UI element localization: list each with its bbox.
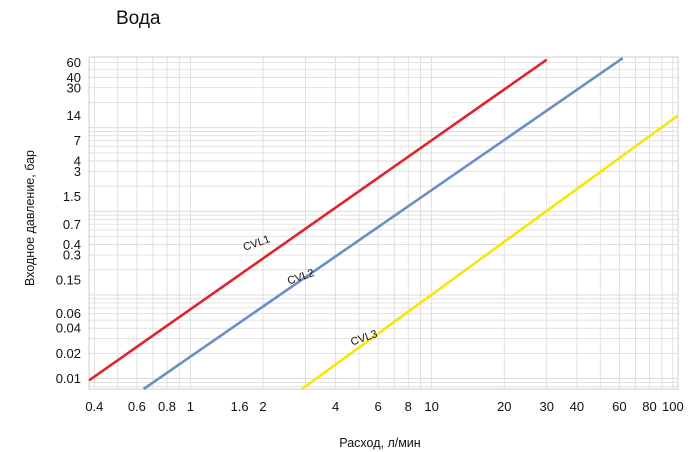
series-line-cvl3 — [301, 114, 679, 391]
x-tick-label: 80 — [642, 399, 656, 414]
x-tick-label: 8 — [405, 399, 412, 414]
tick-labels: 0.4 0.6 0.8 1 1.6 2 4 6 8 10 20 30 40 60 80 1000.010.02… — [56, 55, 684, 414]
x-tick-label: 10 — [424, 399, 438, 414]
y-tick-label: 0.7 — [63, 217, 81, 232]
y-tick-label: 40 — [67, 70, 81, 85]
x-tick-label: 0.8 — [158, 399, 176, 414]
x-tick-label: 40 — [570, 399, 584, 414]
x-tick-label: 0.4 — [85, 399, 103, 414]
y-tick-label: 7 — [74, 133, 81, 148]
chart-title: Вода — [116, 8, 161, 29]
x-tick-label: 30 — [540, 399, 554, 414]
x-tick-label: 1.6 — [231, 399, 249, 414]
x-tick-label: 2 — [259, 399, 266, 414]
x-tick-label: 0.6 — [128, 399, 146, 414]
y-tick-label: 0.15 — [56, 273, 81, 288]
y-tick-label: 3 — [74, 164, 81, 179]
series-label-cvl2: CVL2 — [286, 267, 316, 287]
x-tick-label: 100 — [662, 399, 684, 414]
y-tick-label: 60 — [67, 55, 81, 70]
y-tick-label: 0.3 — [63, 248, 81, 263]
y-tick-label: 14 — [67, 108, 81, 123]
grid — [88, 56, 679, 390]
series-label-cvl3: CVL3 — [349, 328, 379, 348]
x-tick-label: 20 — [497, 399, 511, 414]
y-tick-label: 1.5 — [63, 189, 81, 204]
y-tick-label: 0.02 — [56, 346, 81, 361]
plot-frame — [88, 56, 679, 390]
y-tick-label: 0.4 — [63, 237, 81, 252]
series-line-cvl1 — [88, 58, 548, 382]
series-lines — [88, 57, 679, 391]
x-tick-label: 4 — [332, 399, 339, 414]
y-tick-label: 0.01 — [56, 371, 81, 386]
x-tick-label: 60 — [612, 399, 626, 414]
y-tick-label: 4 — [74, 153, 81, 168]
x-axis-label: Расход, л/мин — [339, 436, 421, 450]
series-line-cvl2 — [142, 57, 624, 391]
x-tick-label: 1 — [187, 399, 194, 414]
x-tick-label: 6 — [374, 399, 381, 414]
y-tick-label: 0.04 — [56, 321, 81, 336]
y-tick-label: 0.06 — [56, 306, 81, 321]
y-tick-label: 30 — [67, 80, 81, 95]
